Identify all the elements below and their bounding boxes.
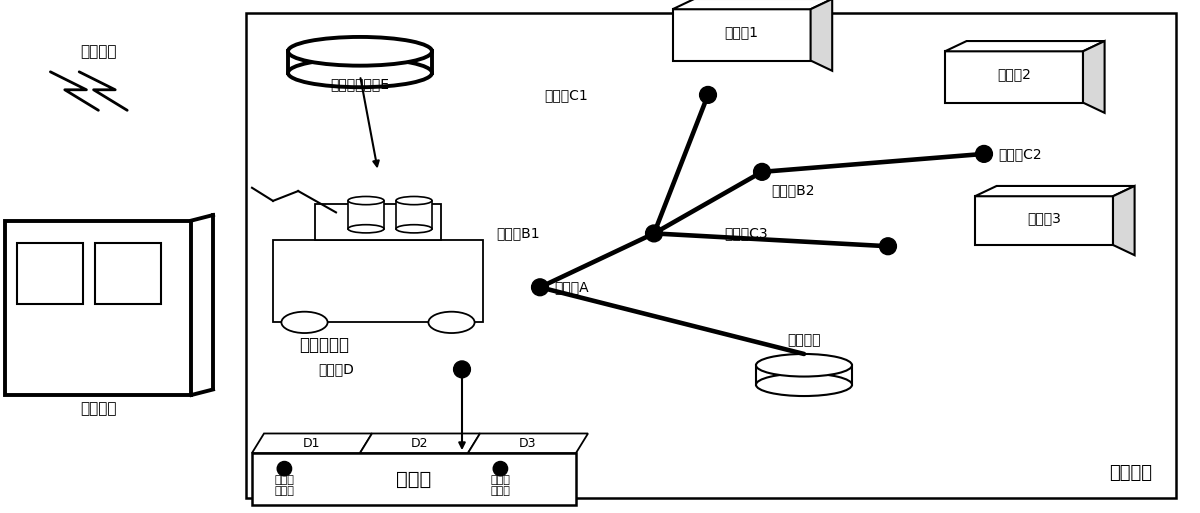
Ellipse shape [493,462,508,476]
Text: 充电装置: 充电装置 [787,333,821,347]
Ellipse shape [282,312,328,333]
Text: 中间点B1: 中间点B1 [497,226,540,241]
Ellipse shape [428,312,475,333]
Polygon shape [946,41,1104,51]
Ellipse shape [454,361,470,378]
Ellipse shape [976,146,992,162]
Polygon shape [673,0,833,9]
Text: 检测点D: 检测点D [318,362,354,377]
Text: 溶液处理槽点E: 溶液处理槽点E [330,77,390,91]
Text: 溶液池3: 溶液池3 [1027,211,1061,225]
Text: 检测完
成按钮: 检测完 成按钮 [275,475,294,497]
Polygon shape [811,0,833,71]
Polygon shape [974,196,1114,245]
Text: 无线网络: 无线网络 [80,44,116,59]
Polygon shape [252,433,372,453]
Text: 移动机器人: 移动机器人 [299,336,349,353]
Polygon shape [1114,186,1135,255]
Text: 高危环境: 高危环境 [1109,464,1152,482]
Bar [6,221,192,395]
Ellipse shape [396,225,432,233]
Ellipse shape [396,196,432,205]
Bar [96,243,162,304]
Polygon shape [360,433,480,453]
Text: 溶液点C1: 溶液点C1 [545,88,588,102]
Text: 中间点B2: 中间点B2 [772,183,815,197]
Text: 起始点A: 起始点A [554,280,589,294]
Ellipse shape [348,225,384,233]
Ellipse shape [288,58,432,87]
Polygon shape [946,51,1084,103]
Bar [246,13,1176,498]
Ellipse shape [288,37,432,66]
Ellipse shape [348,196,384,205]
Polygon shape [756,365,852,385]
Ellipse shape [646,225,662,242]
Ellipse shape [754,164,770,180]
Bar [18,243,84,304]
Ellipse shape [700,87,716,103]
Text: D1: D1 [304,437,320,450]
Text: D2: D2 [412,437,428,450]
Polygon shape [974,186,1135,196]
Ellipse shape [532,279,548,295]
Text: 溶液点C3: 溶液点C3 [725,226,768,241]
Polygon shape [288,51,432,73]
Text: 溶液点C2: 溶液点C2 [998,147,1042,161]
Bar [252,453,576,505]
Bar [274,240,482,322]
Polygon shape [673,9,811,61]
Ellipse shape [880,238,896,254]
Polygon shape [396,201,432,229]
Text: 检测完
成按钮: 检测完 成按钮 [491,475,510,497]
Text: 检测台: 检测台 [396,469,432,489]
Ellipse shape [756,373,852,396]
Text: 溶液池2: 溶液池2 [997,67,1031,82]
Text: 总控制台: 总控制台 [80,401,116,416]
Bar [314,204,442,240]
Ellipse shape [277,462,292,476]
Polygon shape [1084,41,1104,113]
Polygon shape [468,433,588,453]
Ellipse shape [756,354,852,377]
Polygon shape [348,201,384,229]
Text: D3: D3 [520,437,536,450]
Text: 溶液池1: 溶液池1 [725,25,758,40]
